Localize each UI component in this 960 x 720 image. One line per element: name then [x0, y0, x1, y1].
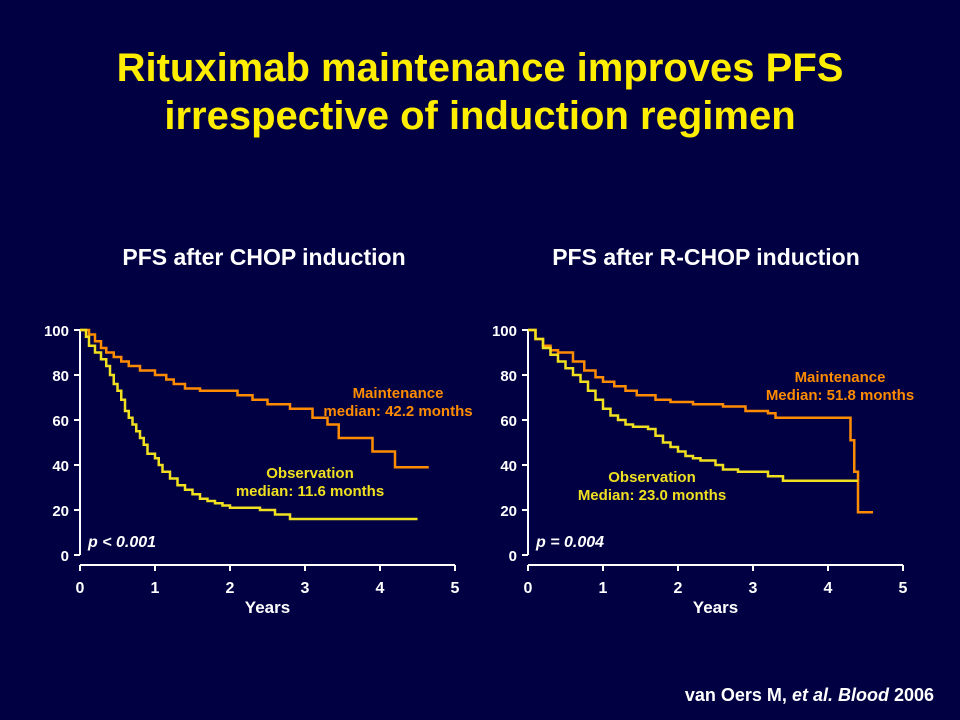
- citation: van Oers M, et al. Blood 2006: [685, 685, 934, 706]
- km-curve-maintenance: [528, 328, 873, 514]
- y-tick-label: 80: [500, 368, 517, 385]
- citation-journal: et al. Blood: [791, 685, 889, 705]
- x-tick-label: 0: [524, 580, 533, 597]
- p-value: p < 0.001: [87, 534, 156, 551]
- y-tick-label: 20: [52, 503, 69, 520]
- km-curve-observation: [528, 328, 858, 482]
- y-tick-label: 0: [509, 548, 517, 565]
- y-tick-label: 0: [61, 548, 69, 565]
- y-tick-label: 60: [500, 413, 517, 430]
- slide-title-line2: irrespective of induction regimen: [164, 94, 796, 138]
- p-value: p = 0.004: [535, 534, 604, 551]
- y-tick-label: 60: [52, 413, 69, 430]
- y-tick-label: 40: [500, 458, 517, 475]
- x-tick-label: 4: [376, 580, 385, 597]
- series-median-observation: Median: 23.0 months: [578, 487, 726, 504]
- x-axis-label: Years: [245, 598, 290, 617]
- km-curve-observation: [80, 328, 418, 521]
- y-tick-label: 40: [52, 458, 69, 475]
- x-tick-label: 5: [899, 580, 908, 597]
- y-tick-label: 100: [492, 323, 517, 340]
- x-tick-label: 0: [76, 580, 85, 597]
- y-tick-label: 20: [500, 503, 517, 520]
- citation-author: van Oers M,: [684, 685, 792, 705]
- x-tick-label: 5: [451, 580, 460, 597]
- x-tick-label: 1: [599, 580, 608, 597]
- series-label-observation: Observation: [608, 469, 696, 486]
- y-tick-label: 80: [52, 368, 69, 385]
- km-curve-maintenance: [80, 328, 429, 469]
- slide-title-line1: Rituximab maintenance improves PFS: [116, 46, 844, 90]
- x-axis-label: Years: [693, 598, 738, 617]
- chart-title-chop: PFS after CHOP induction: [122, 244, 406, 270]
- y-tick-label: 100: [44, 323, 69, 340]
- series-median-maintenance: Median: 51.8 months: [766, 387, 914, 404]
- x-tick-label: 3: [301, 580, 310, 597]
- x-tick-label: 2: [226, 580, 235, 597]
- chart-title-rchop: PFS after R-CHOP induction: [552, 244, 860, 270]
- x-tick-label: 2: [674, 580, 683, 597]
- series-label-maintenance: Maintenance: [795, 369, 886, 386]
- series-label-observation: Observation: [266, 465, 354, 482]
- slide-title: Rituximab maintenance improves PFS irres…: [0, 44, 960, 140]
- citation-year: 2006: [888, 685, 934, 705]
- x-tick-label: 4: [824, 580, 833, 597]
- x-tick-label: 1: [151, 580, 160, 597]
- x-tick-label: 3: [749, 580, 758, 597]
- series-label-maintenance: Maintenance: [353, 385, 444, 402]
- series-median-maintenance: median: 42.2 months: [323, 403, 472, 420]
- series-median-observation: median: 11.6 months: [236, 483, 384, 500]
